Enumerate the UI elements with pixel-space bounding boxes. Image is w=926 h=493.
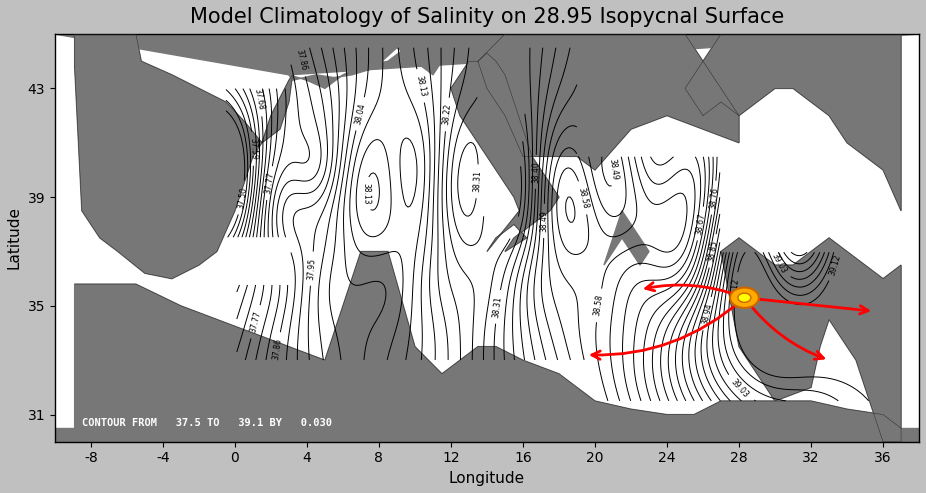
Text: 38.67: 38.67: [694, 212, 707, 235]
Text: 39.03: 39.03: [770, 251, 788, 275]
Text: 38.40: 38.40: [532, 161, 541, 183]
Text: 37.68: 37.68: [253, 88, 266, 111]
Text: 38.49: 38.49: [540, 210, 549, 232]
Text: 38.31: 38.31: [492, 295, 504, 318]
Text: CONTOUR FROM   37.5 TO   39.1 BY   0.030: CONTOUR FROM 37.5 TO 39.1 BY 0.030: [81, 418, 332, 428]
Text: 37.50: 37.50: [236, 186, 248, 209]
Text: 38.58: 38.58: [593, 294, 605, 317]
Ellipse shape: [730, 287, 758, 308]
Text: 38.94: 38.94: [700, 302, 714, 325]
Polygon shape: [451, 53, 559, 251]
Text: 39.12: 39.12: [828, 253, 843, 276]
Y-axis label: Latitude: Latitude: [6, 207, 22, 269]
Text: 38.49: 38.49: [607, 158, 619, 180]
Polygon shape: [604, 211, 649, 265]
Polygon shape: [685, 34, 901, 211]
Text: 37.86: 37.86: [271, 338, 283, 360]
Title: Model Climatology of Salinity on 28.95 Isopycnal Surface: Model Climatology of Salinity on 28.95 I…: [190, 7, 784, 27]
Polygon shape: [478, 34, 739, 170]
Polygon shape: [75, 34, 293, 279]
Text: 37.77: 37.77: [263, 172, 275, 195]
Text: 38.22: 38.22: [442, 104, 453, 126]
Text: 38.58: 38.58: [577, 186, 590, 209]
Text: 38.13: 38.13: [361, 183, 370, 205]
Text: 38.13: 38.13: [414, 74, 427, 97]
Text: 37.59: 37.59: [248, 138, 258, 160]
Polygon shape: [75, 251, 901, 442]
X-axis label: Longitude: Longitude: [449, 471, 525, 486]
Text: 38.31: 38.31: [473, 170, 483, 192]
Text: 37.86: 37.86: [294, 48, 308, 71]
Text: 39.12: 39.12: [730, 278, 741, 300]
Polygon shape: [55, 34, 920, 88]
Text: 38.76: 38.76: [708, 186, 720, 209]
Text: 38.04: 38.04: [354, 102, 367, 125]
Text: 39.03: 39.03: [729, 378, 750, 400]
Polygon shape: [721, 238, 901, 442]
Ellipse shape: [738, 293, 751, 302]
Text: 37.77: 37.77: [248, 310, 263, 333]
Polygon shape: [55, 428, 920, 442]
Text: 38.85: 38.85: [707, 240, 720, 262]
Text: 37.95: 37.95: [307, 257, 318, 280]
